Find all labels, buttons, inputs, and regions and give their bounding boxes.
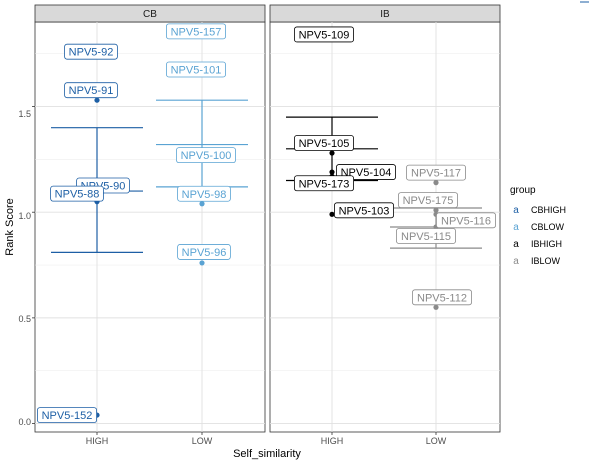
point-label: NPV5-96 <box>177 244 231 260</box>
strip-cb <box>34 4 266 23</box>
label-text: NPV5-92 <box>69 47 114 59</box>
point-label: NPV5-103 <box>333 202 394 219</box>
label-text: NPV5-100 <box>181 150 232 162</box>
label-text: NPV5-105 <box>299 138 350 150</box>
label-text: NPV5-109 <box>299 29 350 41</box>
data-point <box>433 304 439 310</box>
legend-item: a CBHIGH <box>513 205 566 216</box>
legend-label: CBLOW <box>531 222 565 232</box>
point-label: NPV5-157 <box>165 23 226 40</box>
legend-key: a <box>513 256 519 267</box>
legend-key: a <box>513 239 519 250</box>
label-box <box>411 289 472 306</box>
label-text: NPV5-152 <box>42 410 93 422</box>
legend-item: a IBHIGH <box>513 239 562 250</box>
label-box <box>64 43 118 60</box>
label-text: NPV5-115 <box>401 231 451 243</box>
legend-key: a <box>513 205 519 216</box>
label-text: NPV5-112 <box>417 292 467 304</box>
y-tick-label: 1.0 <box>18 211 31 221</box>
label-box <box>37 407 98 423</box>
label-text: NPV5-117 <box>411 168 461 180</box>
label-box <box>177 244 231 260</box>
legend-label: IBLOW <box>531 256 561 266</box>
strip-label-cb: CB <box>143 9 157 20</box>
data-point <box>329 169 335 175</box>
point-label: NPV5-152 <box>37 407 98 423</box>
y-tick-label: 0.0 <box>18 417 31 427</box>
point-label: NPV5-92 <box>64 43 118 60</box>
legend-label: IBHIGH <box>531 239 562 249</box>
point-label: NPV5-116 <box>435 212 496 229</box>
legend: group a CBHIGH a CBLOW a IBHIGH a IBLOW <box>510 185 566 267</box>
point-labels: NPV5-92NPV5-91NPV5-90NPV5-88NPV5-152NPV5… <box>37 23 496 423</box>
data-point <box>329 211 335 217</box>
y-tick-label: 0.5 <box>18 314 31 324</box>
x-tick-label: HIGH <box>86 436 109 446</box>
label-box <box>177 185 231 202</box>
label-text: NPV5-175 <box>403 195 454 207</box>
label-text: NPV5-101 <box>171 64 222 76</box>
label-box <box>333 202 394 219</box>
point-label: NPV5-88 <box>50 185 104 202</box>
data-point <box>199 260 205 266</box>
y-axis-title: Rank Score <box>4 198 16 255</box>
y-tick-label: 1.5 <box>18 109 31 119</box>
point-label: NPV5-112 <box>411 289 472 306</box>
legend-item: a IBLOW <box>513 256 560 267</box>
point-label: NPV5-105 <box>293 135 354 151</box>
legend-key: a <box>513 222 519 233</box>
label-text: NPV5-96 <box>182 247 227 259</box>
label-box <box>50 185 104 202</box>
label-box <box>293 135 354 151</box>
label-box <box>64 82 118 99</box>
label-box <box>293 26 354 43</box>
label-box <box>405 164 466 181</box>
point-label: NPV5-115 <box>395 228 456 244</box>
x-axis: HIGH LOW HIGH LOW <box>86 432 447 446</box>
label-text: NPV5-98 <box>182 189 227 201</box>
point-label: NPV5-91 <box>64 82 118 99</box>
legend-title: group <box>510 185 536 196</box>
label-text: NPV5-91 <box>69 85 114 97</box>
x-tick-label: HIGH <box>321 436 344 446</box>
data-point <box>433 207 439 213</box>
label-box <box>165 61 226 78</box>
label-box <box>435 212 496 229</box>
strip-ib <box>269 4 501 23</box>
x-tick-label: LOW <box>426 436 447 446</box>
point-label: NPV5-100 <box>175 147 236 164</box>
point-label: NPV5-117 <box>405 164 466 181</box>
label-box <box>397 192 458 208</box>
point-label: NPV5-173 <box>293 175 354 192</box>
point-label: NPV5-109 <box>293 26 354 43</box>
point-label: NPV5-101 <box>165 61 226 78</box>
label-box <box>165 23 226 40</box>
legend-label: CBHIGH <box>531 205 566 215</box>
data-point <box>94 97 100 103</box>
data-point <box>329 150 335 156</box>
label-text: NPV5-173 <box>299 178 350 190</box>
x-tick-label: LOW <box>192 436 213 446</box>
strip-label-ib: IB <box>380 9 390 20</box>
point-label: NPV5-98 <box>177 185 231 202</box>
label-text: NPV5-103 <box>339 205 390 217</box>
label-text: NPV5-157 <box>171 26 222 38</box>
label-text: NPV5-88 <box>55 189 100 201</box>
data-point <box>433 180 439 186</box>
label-box <box>395 228 456 244</box>
label-box <box>293 175 354 192</box>
label-text: NPV5-116 <box>441 215 491 227</box>
y-axis: 0.0 0.5 1.0 1.5 <box>18 106 35 427</box>
point-label: NPV5-175 <box>397 192 458 208</box>
x-axis-title: Self_similarity <box>233 448 301 460</box>
data-point <box>199 201 205 207</box>
label-text: NPV5-104 <box>341 167 392 179</box>
label-box <box>175 147 236 164</box>
legend-item: a CBLOW <box>513 222 564 233</box>
